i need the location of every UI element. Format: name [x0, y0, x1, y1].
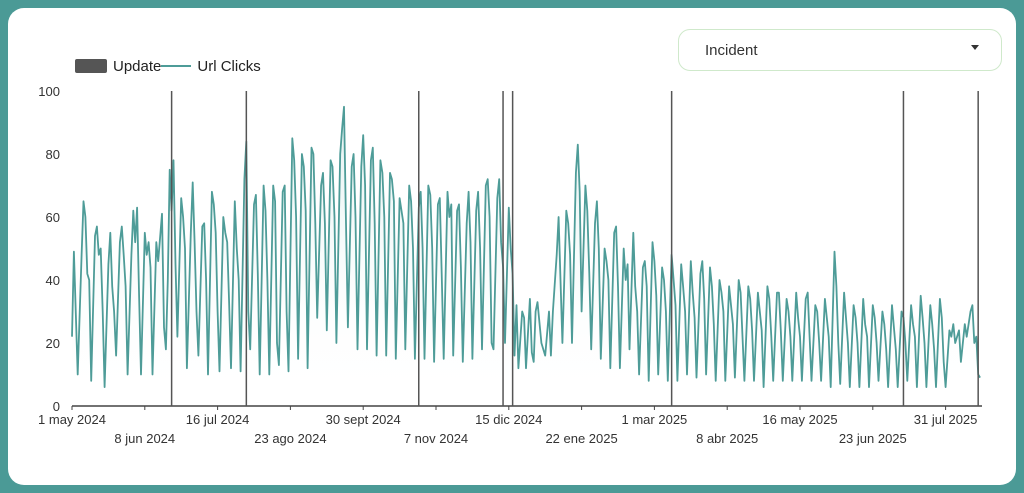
x-tick-label: 31 jul 2025 [914, 412, 978, 427]
legend-update-label: Update [113, 57, 162, 75]
x-tick-label: 15 dic 2024 [475, 412, 542, 427]
y-axis: 0 20 40 60 80 100 [38, 84, 60, 414]
x-tick-label: 22 ene 2025 [545, 431, 617, 446]
chevron-down-icon [971, 45, 979, 50]
x-tick-label: 8 jun 2024 [114, 431, 175, 446]
x-tick-label: 1 may 2024 [38, 412, 106, 427]
update-markers [170, 91, 979, 406]
x-tick-label: 8 abr 2025 [696, 431, 758, 446]
x-axis: 1 may 2024 8 jun 2024 16 jul 2024 23 ago 20… [38, 405, 982, 446]
x-tick-label: 16 may 2025 [762, 412, 837, 427]
dropdown-selected-value: Incident [705, 41, 758, 59]
legend-entry-update[interactable]: Update [75, 58, 161, 75]
url-clicks-line[interactable] [71, 105, 981, 388]
legend-entry-url-clicks[interactable]: Url Clicks [161, 57, 261, 75]
x-tick-label: 30 sept 2024 [326, 412, 401, 427]
legend-url-clicks-label: Url Clicks [197, 57, 261, 75]
line-layer [71, 105, 981, 388]
x-tick-label: 1 mar 2025 [622, 412, 688, 427]
y-tick-label: 20 [46, 336, 60, 351]
x-tick-label: 23 jun 2025 [839, 431, 907, 446]
update-swatch [75, 59, 107, 73]
y-tick-label: 40 [46, 273, 60, 288]
x-tick-label: 23 ago 2024 [254, 431, 326, 446]
y-tick-label: 100 [38, 84, 60, 99]
y-tick-label: 80 [46, 147, 60, 162]
incident-dropdown[interactable]: Incident [678, 29, 1002, 71]
legend: Update Url Clicks [75, 56, 261, 76]
y-tick-label: 60 [46, 210, 60, 225]
x-tick-label: 7 nov 2024 [404, 431, 468, 446]
y-tick-label: 0 [53, 399, 60, 414]
x-tick-label: 16 jul 2024 [186, 412, 250, 427]
url-clicks-swatch [161, 65, 192, 67]
